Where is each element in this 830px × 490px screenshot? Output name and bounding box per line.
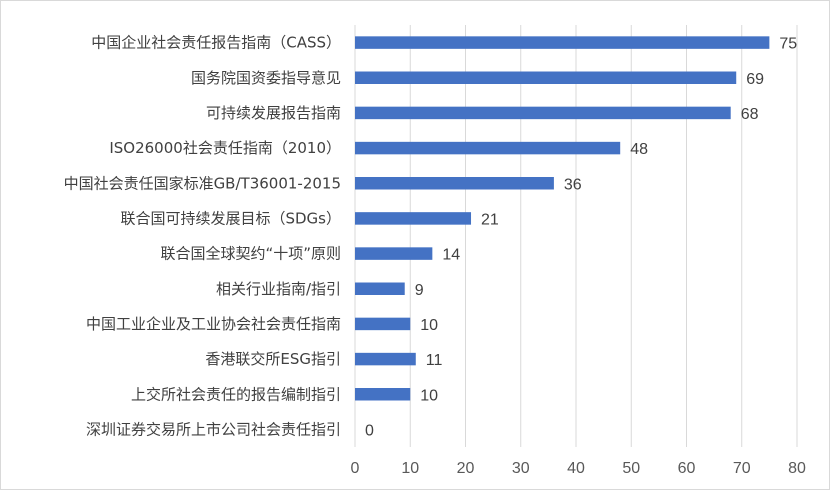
bar — [355, 71, 737, 84]
category-label: 深圳证券交易所上市公司社会责任指引 — [86, 420, 341, 438]
bars — [355, 36, 770, 401]
x-tick-label: 80 — [788, 460, 806, 477]
data-label: 10 — [420, 387, 438, 404]
data-label: 11 — [426, 352, 443, 369]
category-label: 中国社会责任国家标准GB/T36001-2015 — [64, 174, 341, 192]
category-label: 国务院国资委指导意见 — [191, 69, 341, 87]
x-tick-label: 30 — [512, 460, 530, 477]
x-tick-label: 10 — [401, 460, 419, 477]
gridlines — [354, 25, 798, 447]
data-label: 9 — [415, 282, 424, 299]
data-label: 36 — [564, 176, 582, 193]
category-label: 中国工业企业及工业协会社会责任指南 — [86, 315, 341, 333]
data-label: 21 — [481, 211, 499, 228]
bar — [355, 212, 472, 225]
labels: 0 10 20 30 40 50 60 70 80 中国企业社会责任报告指南（CASS） 75 国务院… — [64, 34, 806, 477]
category-label: 联合国全球契约“十项”原则 — [160, 245, 341, 263]
category-label: 中国企业社会责任报告指南（CASS） — [91, 34, 341, 52]
category-label: 上交所社会责任的报告编制指引 — [131, 385, 341, 403]
data-label: 10 — [420, 317, 438, 334]
data-label: 75 — [779, 36, 797, 53]
data-label: 48 — [630, 141, 648, 158]
data-label: 69 — [746, 71, 764, 88]
x-tick-label: 50 — [622, 460, 640, 477]
x-tick-label: 40 — [567, 460, 585, 477]
bar — [355, 177, 554, 190]
bar — [355, 352, 416, 366]
bar — [355, 247, 433, 260]
x-tick-label: 0 — [351, 460, 360, 477]
data-label: 14 — [442, 247, 460, 264]
bar — [355, 282, 405, 295]
category-label: ISO26000社会责任指南（2010） — [109, 139, 341, 157]
category-label: 香港联交所ESG指引 — [205, 350, 341, 368]
category-label: 联合国可持续发展目标（SDGs） — [120, 209, 341, 227]
bar — [355, 36, 770, 49]
x-tick-label: 70 — [733, 460, 751, 477]
bar — [355, 106, 731, 120]
category-label: 相关行业指南/指引 — [216, 280, 341, 298]
bar — [355, 317, 411, 331]
bar — [355, 388, 411, 401]
bar — [355, 141, 621, 155]
category-label: 可持续发展报告指南 — [206, 104, 341, 122]
data-label: 68 — [741, 106, 759, 123]
data-label: 0 — [365, 422, 374, 439]
x-tick-label: 60 — [678, 460, 696, 477]
x-tick-label: 20 — [457, 460, 475, 477]
